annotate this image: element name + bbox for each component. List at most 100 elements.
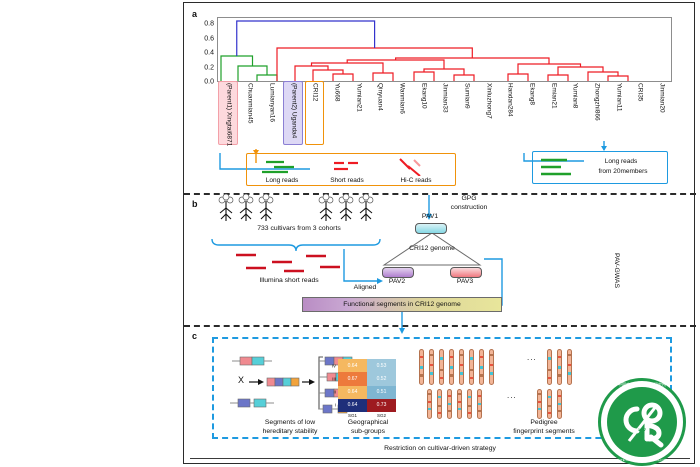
chromosome-ideogram bbox=[419, 349, 424, 385]
illumina-short-reads-label: Illumina short reads bbox=[259, 277, 319, 284]
chromosome-band bbox=[458, 401, 461, 404]
chromosome-band bbox=[478, 410, 481, 412]
chromosome-band bbox=[450, 365, 453, 369]
heatmap-row-label: III bbox=[332, 376, 336, 382]
chromosome-band bbox=[568, 354, 571, 357]
heatmap-col-label: SG1 bbox=[347, 413, 357, 418]
chromosome-band bbox=[428, 401, 431, 404]
chromosome-band bbox=[490, 363, 493, 367]
functional-segments-label: Functional segments in CRI12 genome bbox=[343, 301, 461, 308]
chromosome-band bbox=[480, 374, 483, 377]
chromosome-ideogram bbox=[547, 349, 552, 385]
chromosome-band bbox=[460, 372, 463, 375]
chromosome-band bbox=[468, 405, 471, 408]
chromosome-band bbox=[438, 411, 441, 414]
chrom-ellipsis-bottom: ... bbox=[507, 391, 517, 400]
illumina-reads-icon bbox=[236, 253, 340, 273]
pav3-label: PAV3 bbox=[456, 278, 474, 285]
chromosome-ideogram bbox=[537, 389, 542, 419]
heatmap-cell: 0.73 bbox=[367, 398, 396, 412]
pav3-capsule bbox=[450, 267, 482, 278]
long-reads-icon bbox=[262, 160, 294, 174]
cross-symbol: X bbox=[238, 375, 245, 385]
chromosome-band bbox=[450, 374, 453, 377]
y-axis-tick: 0.0 bbox=[204, 78, 214, 86]
pedigree-chromosomes: ... ... bbox=[419, 347, 659, 419]
chromosome-band bbox=[428, 408, 431, 411]
chromosome-band bbox=[450, 356, 453, 359]
heatmap-cell: 0.67 bbox=[338, 372, 367, 386]
chromosome-ideogram bbox=[439, 349, 444, 385]
chromosome-band bbox=[558, 410, 561, 412]
y-axis-tick: 0.4 bbox=[204, 49, 214, 57]
chromosome-band bbox=[558, 374, 561, 377]
leaf-highlight-pink bbox=[218, 81, 238, 145]
chromosome-band bbox=[438, 405, 441, 408]
chromosome-ideogram bbox=[479, 349, 484, 385]
chromosome-ideogram bbox=[547, 389, 552, 419]
reads-legend-box: Long reads Short reads Hi-C reads bbox=[246, 153, 456, 186]
leaf-highlight-purple bbox=[283, 81, 303, 145]
panel-c-letter: c bbox=[192, 331, 198, 341]
panel-c: c bbox=[184, 325, 696, 465]
members-reads-box: Long reads from 20members bbox=[532, 151, 668, 184]
chromosome-band bbox=[468, 396, 471, 399]
segments-caption-line2: hereditary stability bbox=[262, 428, 318, 435]
heatmap-row-label: II bbox=[333, 389, 336, 395]
heatmap-cell: 0.51 bbox=[367, 385, 396, 399]
genome-label: CRI12 genome bbox=[409, 245, 455, 252]
logo-chinese-name: 中国农业科学院棉花研究所 bbox=[618, 382, 666, 387]
chromosome-band bbox=[438, 396, 441, 399]
logo-cri-mark bbox=[623, 402, 664, 448]
chromosome-ideogram bbox=[557, 349, 562, 385]
panel-c-footer: Restriction on cultivar-driven strategy bbox=[384, 445, 496, 452]
aligned-label: Aligned bbox=[353, 284, 377, 291]
orange-arrow-head bbox=[253, 150, 259, 155]
logo-year: 1957 bbox=[638, 428, 646, 432]
chromosome-band bbox=[490, 354, 493, 357]
pav1-capsule bbox=[415, 223, 447, 234]
segments-diagram: X bbox=[224, 347, 356, 417]
y-axis-tick: 0.2 bbox=[204, 64, 214, 72]
heatmap-cell: 0.64 bbox=[338, 385, 367, 399]
chromosome-ideogram bbox=[567, 349, 572, 385]
chromosome-band bbox=[448, 410, 451, 412]
chromosome-ideogram bbox=[459, 349, 464, 385]
chromosome-band bbox=[468, 411, 471, 414]
reads-legend-icons bbox=[262, 158, 421, 176]
members-line2: from 20members bbox=[598, 168, 648, 175]
panel-divider-ab bbox=[184, 193, 696, 195]
chromosome-band bbox=[440, 376, 443, 379]
members-line1: Long reads bbox=[604, 158, 638, 165]
chromosome-ideogram bbox=[427, 389, 432, 419]
panel-b-letter: b bbox=[192, 199, 198, 209]
cotton-plant-icons bbox=[218, 193, 374, 221]
pav-gwas-label: PAV-GWAS bbox=[613, 253, 620, 288]
chromosome-band bbox=[538, 408, 541, 411]
chromosome-band bbox=[470, 376, 473, 379]
chromosome-band bbox=[420, 356, 423, 359]
chromosome-band bbox=[430, 372, 433, 375]
leaf-highlight-orange bbox=[304, 81, 325, 145]
chromosome-band bbox=[440, 368, 443, 371]
panel-b-graphics bbox=[211, 193, 503, 325]
chromosome-band bbox=[548, 357, 551, 361]
aligned-arrow bbox=[343, 249, 380, 282]
heatmap-col-label: SG2 bbox=[376, 413, 386, 418]
panel-a: a 0.0 0.2 0.4 0.6 0.8 bbox=[184, 3, 696, 193]
institute-logo: 中国农业科学院棉花研究所 1957 INSTITUTE OF COTTON RE… bbox=[598, 378, 686, 466]
chromosome-band bbox=[480, 356, 483, 359]
chromosome-band bbox=[558, 395, 561, 397]
panel-c-rule bbox=[190, 458, 690, 459]
chromosome-band bbox=[490, 372, 493, 375]
hic-reads-label: Hi-C reads bbox=[400, 177, 432, 184]
chromosome-band bbox=[548, 411, 551, 414]
chromosome-band bbox=[538, 401, 541, 404]
genome-graph bbox=[382, 232, 482, 266]
geo-caption-line1: Geographical bbox=[347, 419, 389, 426]
chromosome-band bbox=[428, 393, 431, 396]
chromosome-ideogram bbox=[457, 389, 462, 419]
short-reads-icon bbox=[334, 161, 358, 171]
chromosome-band bbox=[458, 408, 461, 411]
short-reads-label: Short reads bbox=[330, 177, 364, 184]
